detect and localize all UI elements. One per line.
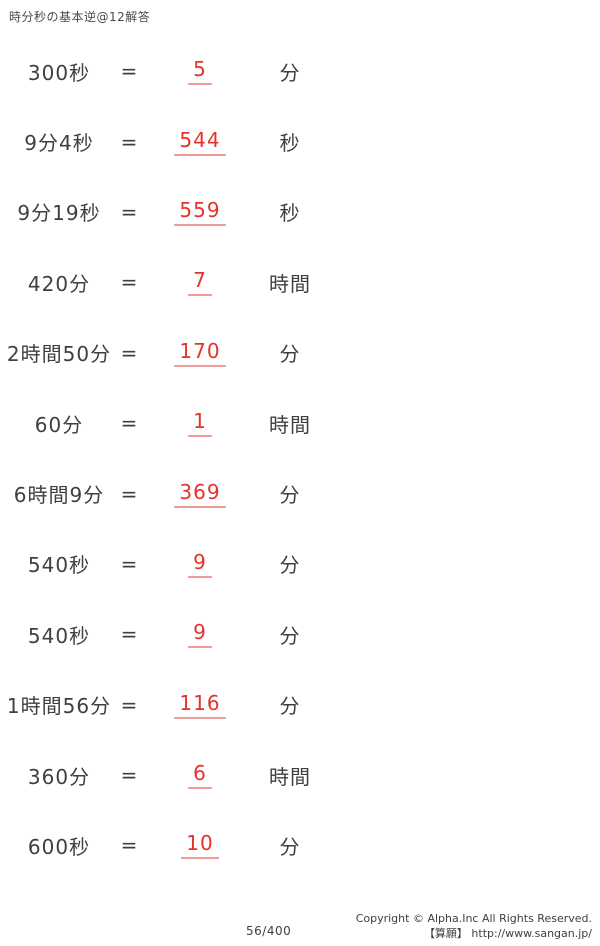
equals-sign: = (120, 763, 138, 788)
page-title: 時分秒の基本逆@12解答 (9, 10, 151, 24)
unit-label: 分 (279, 342, 301, 367)
answer-value: 9 (188, 550, 212, 578)
problem-row: 360分 = 6 時間 (0, 740, 360, 810)
equals-sign: = (120, 59, 138, 84)
equals-sign: = (120, 481, 138, 506)
unit-label: 分 (279, 834, 301, 859)
answer-value: 9 (188, 620, 212, 649)
equals-sign: = (120, 551, 138, 576)
problem-row: 600秒 = 10 分 (0, 810, 360, 880)
answer-value: 5 (188, 57, 212, 86)
problem-row: 300秒 = 5 分 (0, 36, 360, 106)
unit-label: 分 (279, 623, 301, 648)
equals-sign: = (120, 411, 138, 436)
answer-value: 116 (174, 691, 226, 719)
copyright-line: Copyright © Alpha.Inc All Rights Reserve… (355, 912, 592, 925)
problem-row: 9分4秒 = 544 秒 (0, 106, 360, 176)
problem-row: 6時間9分 = 369 分 (0, 458, 360, 528)
equals-sign: = (120, 622, 138, 647)
problem-row: 9分19秒 = 559 秒 (0, 177, 360, 247)
problem-expression: 6時間9分 (13, 483, 105, 508)
problem-row: 540秒 = 9 分 (0, 529, 360, 599)
answer-value: 7 (188, 268, 212, 297)
unit-label: 秒 (279, 201, 301, 226)
unit-label: 時間 (269, 764, 311, 789)
problem-expression: 60分 (34, 412, 84, 437)
equals-sign: = (120, 199, 138, 224)
equals-sign: = (120, 692, 138, 717)
answer-value: 544 (174, 128, 226, 156)
problem-expression: 1時間56分 (6, 694, 112, 719)
unit-label: 分 (279, 60, 301, 85)
problem-row: 60分 = 1 時間 (0, 388, 360, 458)
unit-label: 時間 (269, 271, 311, 296)
footer-copyright: Copyright © Alpha.Inc All Rights Reserve… (356, 911, 592, 941)
problem-expression: 9分19秒 (17, 201, 101, 226)
problem-row: 420分 = 7 時間 (0, 247, 360, 317)
equals-sign: = (120, 340, 138, 365)
problem-expression: 540秒 (27, 623, 91, 648)
answer-value: 559 (174, 198, 226, 226)
site-link: 【算願】 http://www.sangan.jp/ (423, 927, 592, 940)
answer-value: 10 (181, 831, 219, 860)
problem-row: 2時間50分 = 170 分 (0, 318, 360, 388)
problem-expression: 360分 (27, 764, 91, 789)
answer-value: 170 (174, 339, 226, 367)
answer-value: 369 (174, 480, 226, 508)
problem-expression: 2時間50分 (6, 342, 112, 367)
unit-label: 分 (279, 553, 301, 578)
problem-expression: 540秒 (27, 553, 91, 578)
answer-value: 6 (188, 761, 212, 790)
problem-expression: 300秒 (27, 60, 91, 85)
problem-row: 1時間56分 = 116 分 (0, 670, 360, 740)
unit-label: 分 (279, 483, 301, 508)
problem-list: 300秒 = 5 分 9分4秒 = 544 秒 9分19秒 = 559 秒 42… (0, 36, 360, 881)
equals-sign: = (120, 129, 138, 154)
problem-expression: 420分 (27, 271, 91, 296)
unit-label: 時間 (269, 412, 311, 437)
page-number: 56/400 (246, 924, 292, 938)
problem-row: 540秒 = 9 分 (0, 599, 360, 669)
unit-label: 分 (279, 694, 301, 719)
answer-value: 1 (188, 409, 212, 438)
equals-sign: = (120, 270, 138, 295)
problem-expression: 9分4秒 (24, 131, 94, 156)
equals-sign: = (120, 833, 138, 858)
unit-label: 秒 (279, 131, 301, 156)
problem-expression: 600秒 (27, 834, 91, 859)
